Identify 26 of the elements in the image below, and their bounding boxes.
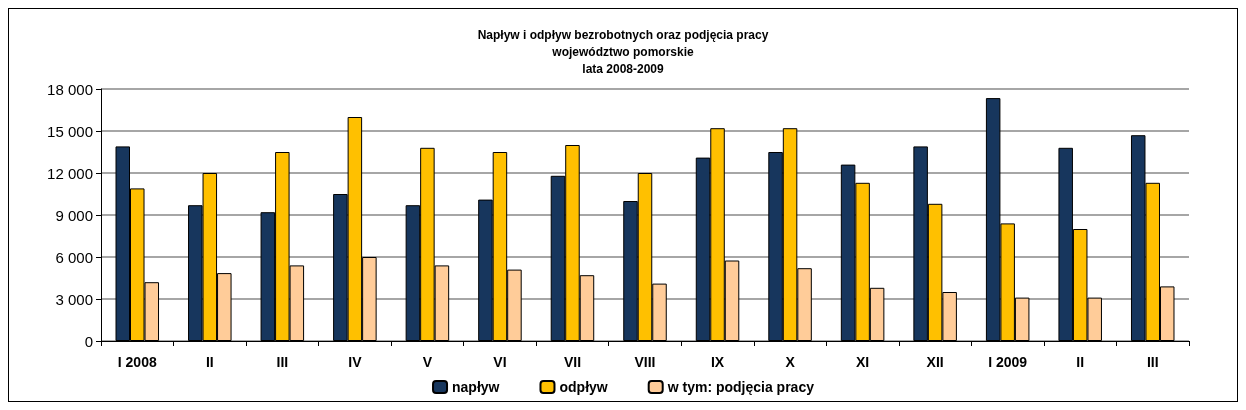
y-tick-label: 18 000 — [47, 80, 93, 98]
x-tick-label: II — [1076, 354, 1085, 370]
x-tick-label: I 2009 — [988, 354, 1028, 370]
x-tick-label: X — [785, 354, 796, 370]
x-tick-label: IV — [348, 354, 363, 370]
legend-label: napływ — [452, 379, 500, 395]
x-tick-label: III — [1146, 354, 1159, 370]
y-tick-label: 6 000 — [55, 248, 93, 266]
x-tick-label: VI — [493, 354, 507, 370]
legend-label: odpływ — [559, 379, 608, 395]
y-tick-label: 3 000 — [55, 290, 93, 308]
y-tick-label: 15 000 — [47, 122, 93, 140]
x-tick-label: XI — [855, 354, 870, 370]
x-tick-label: III — [276, 354, 289, 370]
x-tick-label: II — [205, 354, 214, 370]
x-tick-label: I 2008 — [117, 354, 157, 370]
chart-title: Napływ i odpływ bezrobotnych oraz podjęcia pracy województwo pomorskie lata 2008-2009 — [477, 27, 769, 76]
y-tick-label: 0 — [84, 332, 93, 350]
x-tick-label: IX — [710, 354, 725, 370]
y-tick-label: 9 000 — [55, 206, 93, 224]
x-tick-label: VII — [563, 354, 582, 370]
x-tick-label: XII — [926, 354, 944, 370]
x-tick-label: V — [422, 354, 433, 370]
legend-label: w tym: podjęcia pracy — [666, 379, 815, 395]
x-tick-label: VIII — [634, 354, 656, 370]
y-tick-label: 12 000 — [47, 164, 93, 182]
